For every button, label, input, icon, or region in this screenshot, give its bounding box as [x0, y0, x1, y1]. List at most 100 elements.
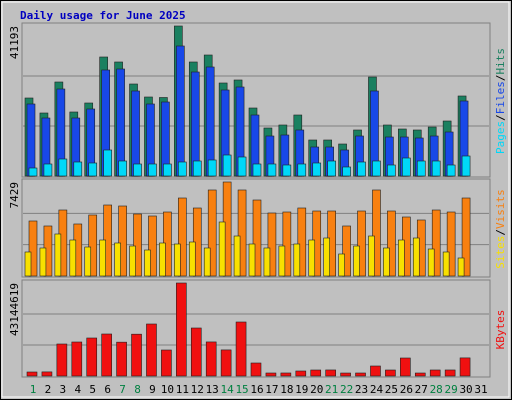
bar — [427, 248, 435, 277]
plot-area — [21, 279, 491, 378]
bar — [353, 245, 360, 277]
bar — [237, 156, 247, 177]
bar — [402, 157, 411, 177]
bar — [118, 205, 127, 277]
chart-title: Daily usage for June 2025 — [20, 9, 186, 22]
bar — [267, 163, 277, 177]
bar — [99, 239, 106, 277]
bar — [222, 154, 232, 177]
bar — [41, 371, 53, 377]
x-tick-label: 8 — [134, 383, 141, 396]
y-tick-label: 43144619 — [8, 283, 21, 336]
bar — [190, 71, 200, 177]
x-tick-label: 9 — [149, 383, 156, 396]
bar — [159, 242, 166, 277]
bar — [429, 369, 441, 377]
bar — [325, 369, 336, 377]
x-tick-label: 21 — [325, 383, 338, 396]
bar — [161, 349, 172, 377]
x-tick-label: 10 — [161, 383, 174, 396]
bar — [190, 327, 202, 377]
bar — [133, 163, 142, 177]
bar — [56, 343, 68, 377]
bar — [116, 68, 125, 177]
bar — [398, 239, 405, 277]
x-tick-label: 30 — [459, 383, 472, 396]
x-tick-label: 1 — [30, 383, 37, 396]
bar — [148, 163, 157, 177]
x-tick-label: 23 — [355, 383, 368, 396]
legend-entry: Hits — [494, 48, 507, 75]
bar — [233, 235, 241, 277]
x-tick-label: 5 — [89, 383, 96, 396]
bar — [278, 245, 286, 277]
bar — [338, 253, 345, 277]
bar — [265, 372, 277, 377]
x-tick-label: 29 — [445, 383, 458, 396]
bar — [88, 214, 98, 277]
bar — [370, 365, 381, 377]
bar — [116, 341, 127, 377]
bar — [297, 207, 307, 277]
bar — [414, 372, 426, 377]
bar — [342, 166, 351, 177]
bar — [372, 189, 381, 277]
bar — [24, 251, 32, 277]
x-tick-label: 12 — [191, 383, 204, 396]
x-tick-label: 3 — [60, 383, 67, 396]
legend-entry: Pages — [494, 121, 507, 154]
bar — [297, 163, 307, 177]
bar — [205, 66, 215, 177]
bar — [327, 160, 336, 177]
bar — [237, 189, 247, 277]
bar — [220, 349, 232, 377]
bar — [203, 247, 211, 277]
bar — [43, 163, 53, 177]
bar — [461, 197, 471, 277]
bar — [282, 211, 292, 277]
legend: Sites/Visits — [494, 189, 507, 269]
bar — [118, 160, 127, 177]
bar — [295, 370, 307, 377]
bar — [71, 341, 83, 377]
bar — [26, 371, 38, 377]
bar — [69, 239, 77, 277]
bar — [178, 197, 187, 277]
bar — [461, 155, 471, 177]
bar — [444, 369, 456, 377]
bar — [235, 321, 247, 377]
bar — [252, 163, 262, 177]
bar — [205, 341, 217, 377]
bar — [293, 243, 301, 277]
bar — [340, 372, 351, 377]
bar — [442, 251, 450, 277]
bar — [103, 149, 112, 177]
bar — [129, 245, 136, 277]
bar — [400, 357, 411, 377]
x-tick-label: 16 — [250, 383, 263, 396]
bar — [252, 199, 262, 277]
x-tick-label: 26 — [400, 383, 413, 396]
bar — [459, 357, 471, 377]
x-tick-label: 18 — [280, 383, 293, 396]
bar — [431, 209, 441, 277]
y-tick-label: 41193 — [8, 26, 21, 59]
bar — [84, 246, 92, 277]
legend-entry: Files — [494, 81, 507, 114]
bar — [387, 210, 396, 277]
bar — [86, 337, 98, 377]
bar — [368, 235, 375, 277]
x-tick-label: 13 — [206, 383, 219, 396]
bar — [282, 164, 292, 177]
bar — [39, 247, 47, 277]
x-tick-label: 15 — [235, 383, 248, 396]
x-tick-label: 14 — [221, 383, 235, 396]
legend-entry: KBytes — [494, 310, 507, 350]
bar — [58, 158, 68, 177]
bar — [144, 249, 151, 277]
bar — [28, 167, 38, 177]
y-tick-label: 7429 — [8, 182, 21, 209]
legend-separator: / — [494, 229, 507, 236]
bar — [28, 220, 38, 277]
